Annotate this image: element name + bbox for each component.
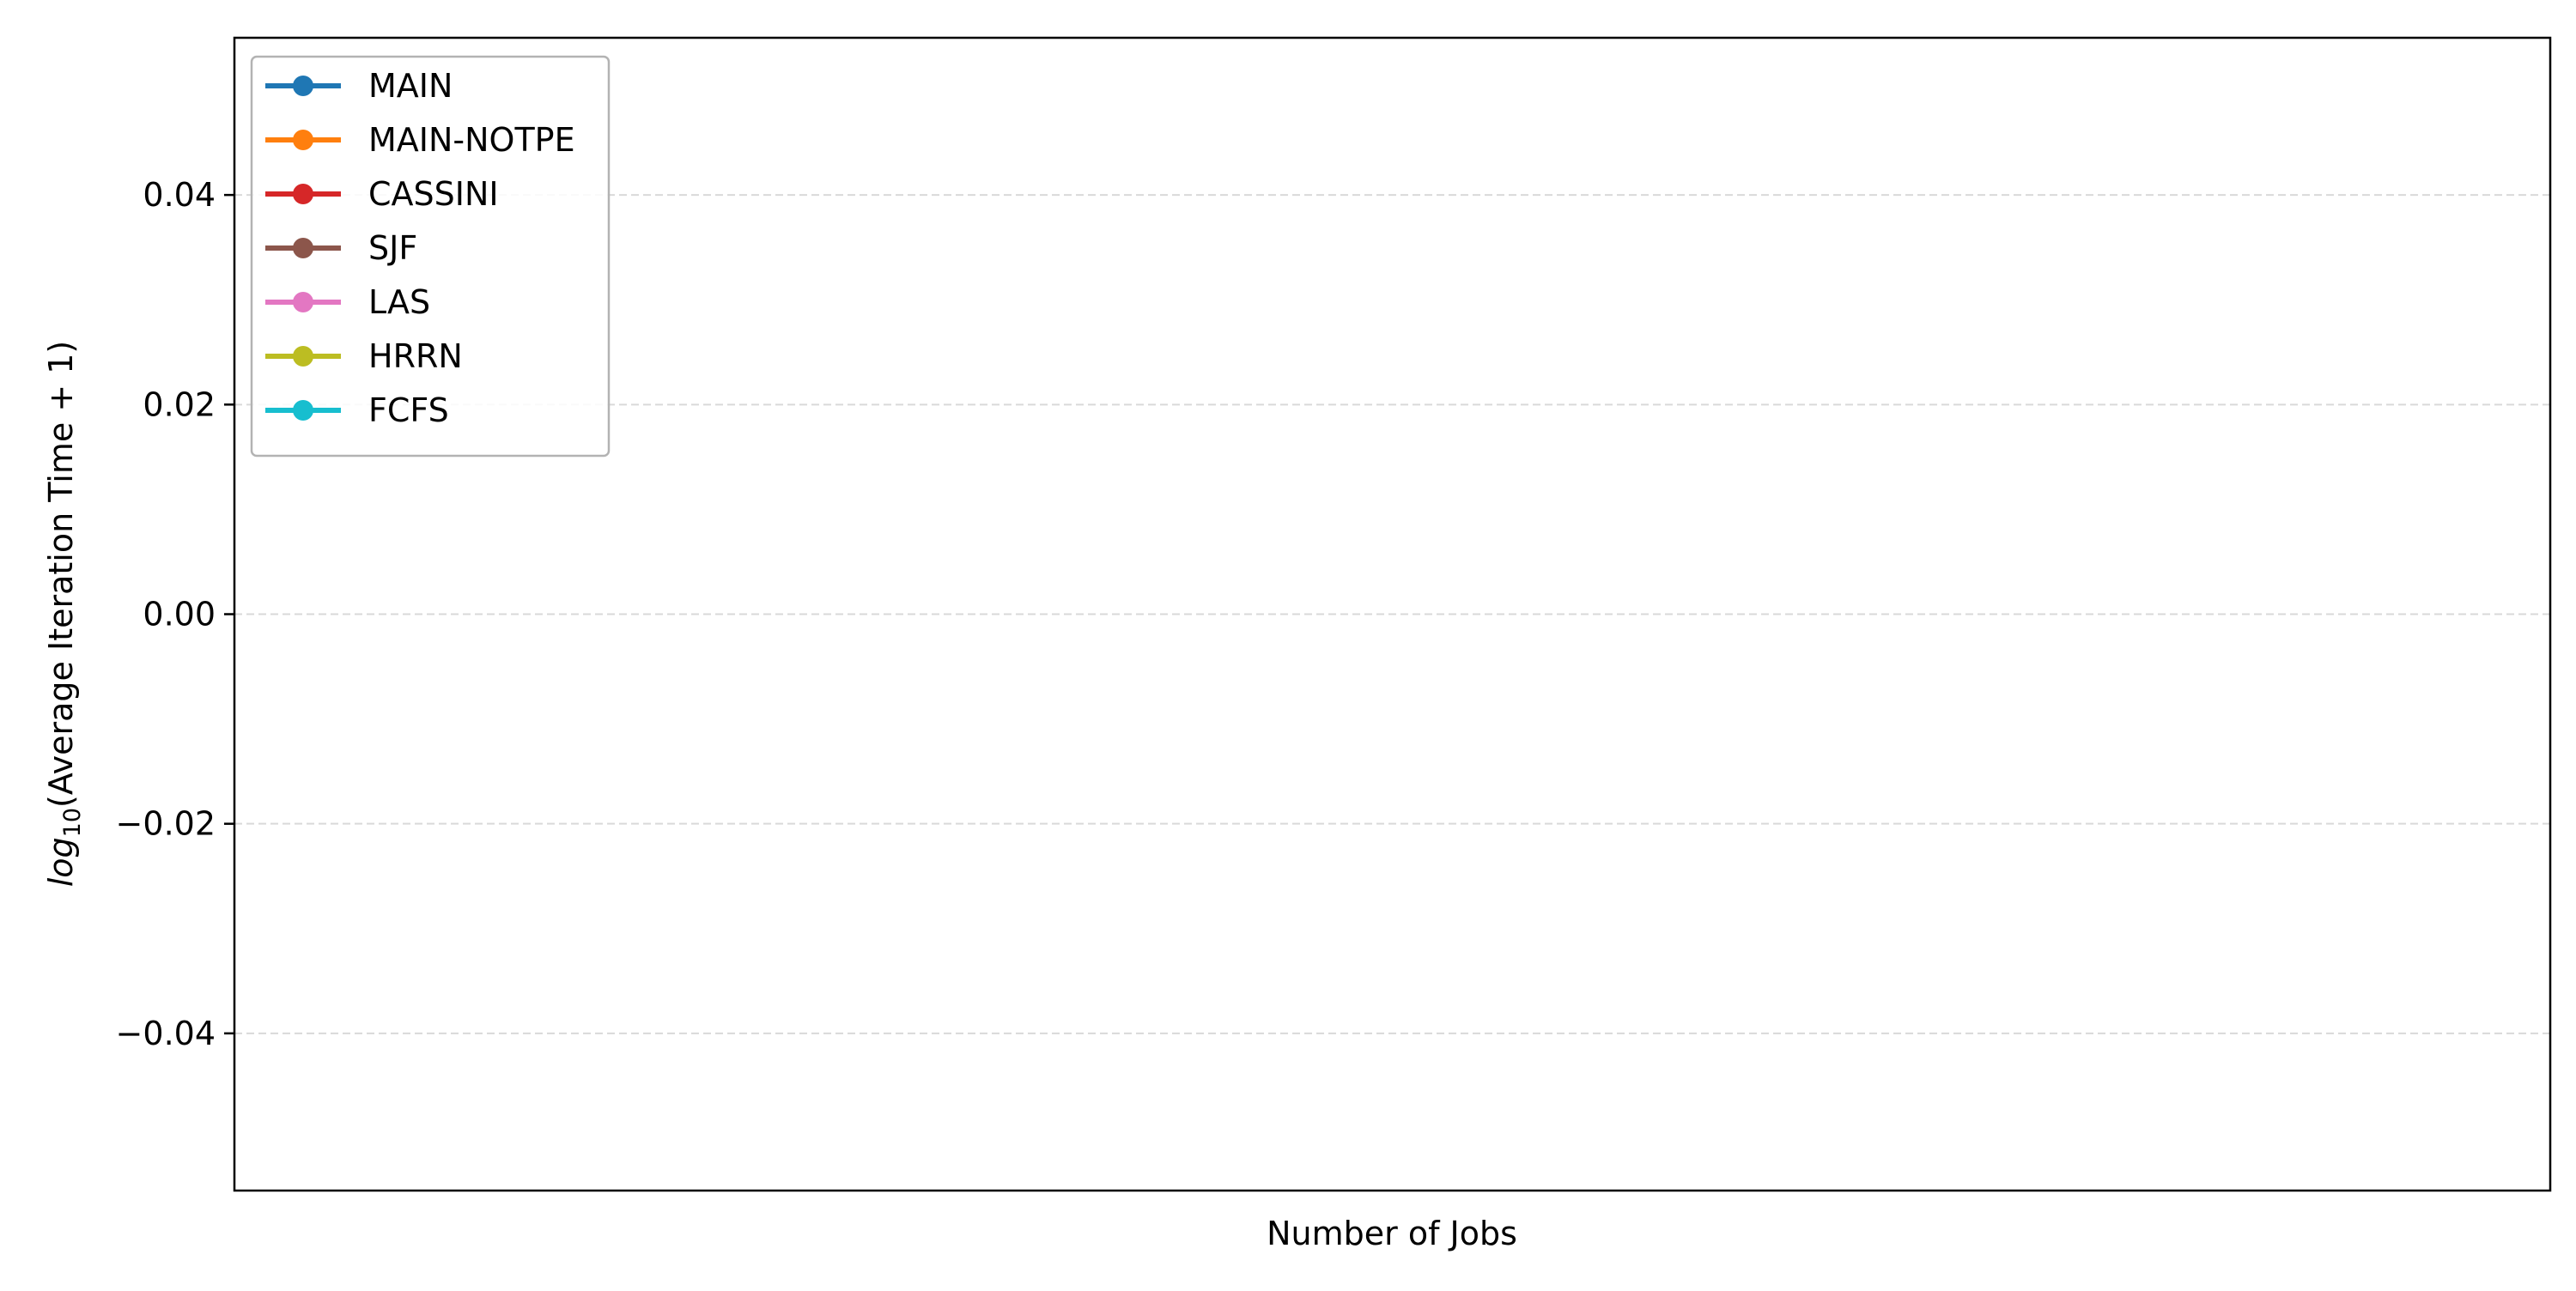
y-axis-ticks: −0.04 −0.02 0.00 0.02 0.04 (116, 176, 234, 1052)
legend-entry: HRRN (265, 337, 463, 375)
legend-marker (293, 346, 313, 367)
plot-area-frame (233, 36, 2552, 1192)
legend-marker (293, 400, 313, 421)
y-axis-label-rest: (Average Iteration Time + 1) (42, 341, 80, 808)
legend-entry: LAS (265, 283, 430, 321)
legend: MAIN MAIN-NOTPE CASSINI SJF LAS HRRN FCFS (250, 55, 611, 458)
legend-label: MAIN-NOTPE (368, 121, 575, 159)
y-axis-label: log10(Average Iteration Time + 1) (42, 341, 86, 888)
legend-label: MAIN (368, 67, 453, 105)
y-tick-label: −0.02 (116, 805, 216, 843)
legend-entry: SJF (265, 229, 417, 267)
legend-marker (293, 130, 313, 150)
legend-marker (293, 238, 313, 258)
y-axis-label-log: log (42, 837, 80, 887)
grid-layer (234, 194, 2550, 1034)
y-tick-label: 0.04 (143, 176, 216, 214)
y-axis-label-base: 10 (59, 808, 86, 837)
legend-entry: MAIN (265, 67, 453, 105)
legend-label: CASSINI (368, 175, 499, 213)
legend-label: SJF (368, 229, 417, 267)
legend-marker (293, 184, 313, 204)
legend-entry: MAIN-NOTPE (265, 121, 575, 159)
legend-label: LAS (368, 283, 430, 321)
legend-label: FCFS (368, 391, 449, 429)
legend-marker (293, 76, 313, 96)
legend-entry: FCFS (265, 391, 449, 429)
legend-label: HRRN (368, 337, 463, 375)
y-tick-label: −0.04 (116, 1015, 216, 1052)
y-tick-label: 0.02 (143, 385, 216, 423)
legend-marker (293, 292, 313, 312)
x-axis-label: Number of Jobs (1267, 1215, 1517, 1252)
y-tick-label: 0.00 (143, 596, 216, 633)
legend-entry: CASSINI (265, 175, 499, 213)
